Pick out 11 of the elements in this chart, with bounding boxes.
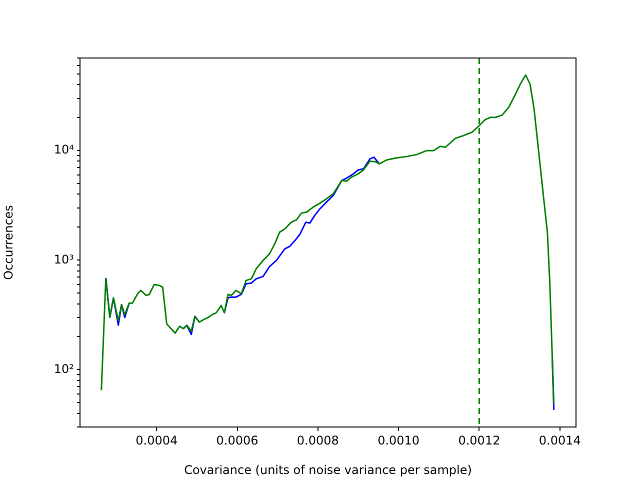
y-tick-label: 10⁴ [54, 142, 74, 157]
x-tick-label: 0.0008 [296, 433, 339, 448]
x-tick-label: 0.0014 [538, 433, 581, 448]
y-axis-title: Occurrences [1, 205, 16, 280]
y-tick-label: 10² [54, 362, 74, 376]
x-tick-label: 0.0010 [378, 433, 420, 448]
x-tick-label: 0.0012 [458, 433, 500, 448]
x-tick-label: 0.0006 [216, 433, 258, 448]
x-tick-label: 0.0004 [136, 433, 178, 448]
x-axis-title: Covariance (units of noise variance per sample) [184, 462, 472, 477]
y-tick-label: 10³ [54, 252, 74, 266]
